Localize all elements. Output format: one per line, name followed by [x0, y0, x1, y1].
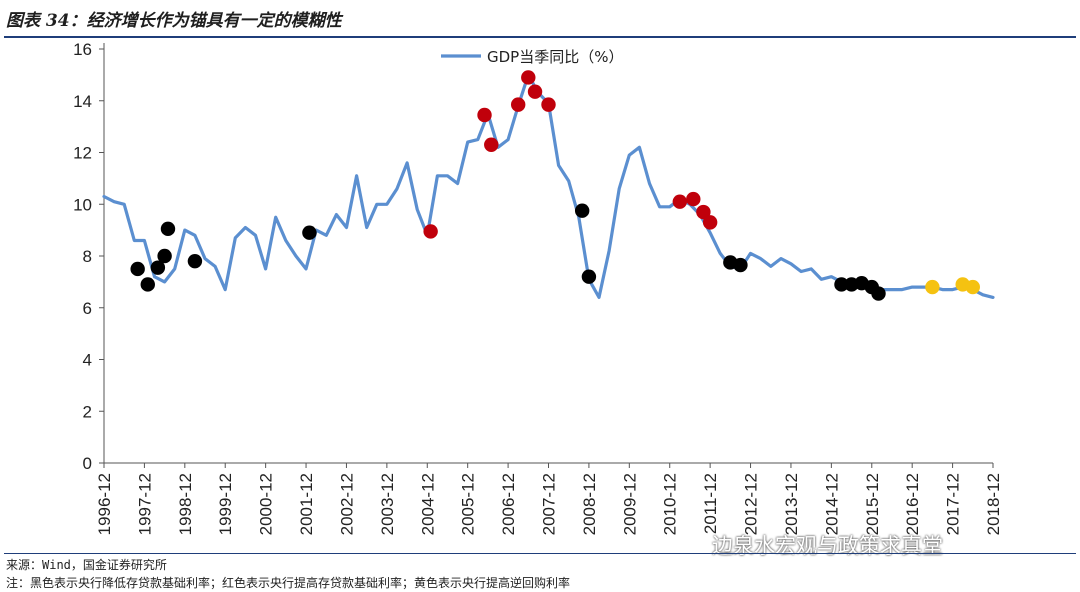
x-tick-label: 2005-12 [459, 473, 478, 535]
figure-title: 图表 34：经济增长作为锚具有一定的模糊性 [6, 11, 342, 31]
policy-marker-black [187, 253, 203, 269]
policy-marker-red [696, 204, 711, 220]
policy-marker-red [477, 107, 492, 123]
policy-marker-black [157, 248, 172, 264]
x-tick-label: 2012-12 [742, 473, 761, 535]
title-rule [4, 36, 1076, 38]
y-tick-label: 8 [83, 247, 92, 266]
y-tick-label: 10 [73, 195, 92, 214]
x-tick-label: 2007-12 [540, 473, 559, 535]
y-tick-labels: 0 2 4 6 8 10 12 14 16 [73, 40, 92, 473]
y-tick-label: 0 [83, 454, 92, 473]
x-tick-labels: 1996-12 1997-12 1998-12 1999-12 2000-12 2001-… [95, 473, 1003, 535]
policy-marker-black [130, 261, 145, 277]
x-tick-label: 2001-12 [297, 473, 316, 535]
y-tick-label: 2 [83, 402, 92, 421]
x-tick-label: 2009-12 [620, 473, 639, 535]
policy-marker-red [527, 84, 543, 99]
legend-label: GDP当季同比（%） [487, 48, 623, 66]
x-tick-label: 2013-12 [782, 473, 801, 535]
policy-marker-black [140, 277, 155, 292]
x-tick-label: 1998-12 [176, 473, 195, 535]
y-tick-label: 14 [73, 92, 92, 111]
policy-marker-red [521, 70, 536, 85]
x-tick-label: 1996-12 [95, 473, 114, 535]
x-tick-label: 2018-12 [984, 473, 1003, 535]
policy-marker-red [702, 215, 718, 230]
x-tick-label: 1999-12 [216, 473, 235, 535]
x-tick-label: 2011-12 [701, 473, 720, 534]
policy-marker-yellow [965, 279, 980, 295]
x-tick-label: 2002-12 [337, 473, 356, 535]
policy-marker-black [871, 286, 886, 301]
policy-marker-black [733, 257, 748, 273]
policy-marker-black [581, 269, 597, 284]
policy-marker-black [574, 203, 590, 218]
x-tick-label: 2010-12 [661, 473, 680, 535]
watermark-text: 边泉水宏观与政策求真堂 [712, 534, 943, 558]
policy-marker-black [160, 221, 176, 237]
x-tick-label: 2000-12 [257, 473, 276, 535]
x-tick-label: 2014-12 [822, 473, 841, 535]
footer-rule [4, 553, 1076, 554]
x-tick-label: 2017-12 [944, 473, 963, 535]
policy-marker-red [423, 224, 438, 239]
policy-marker-red [686, 191, 701, 207]
policy-marker-black [302, 225, 317, 240]
policy-marker-red [541, 97, 556, 112]
x-tick-label: 1997-12 [135, 473, 154, 535]
chart-legend: GDP当季同比（%） [441, 48, 623, 66]
chart-axes [99, 43, 994, 468]
note-text: 注：黑色表示央行降低存贷款基础利率；红色表示央行提高存贷款基础利率；黄色表示央行… [6, 576, 571, 590]
x-tick-label: 2015-12 [863, 473, 882, 535]
policy-marker-red [484, 137, 499, 152]
policy-marker-red [672, 194, 688, 209]
y-tick-label: 4 [83, 351, 92, 370]
x-tick-label: 2008-12 [580, 473, 599, 535]
source-text: 来源：Wind，国金证券研究所 [6, 558, 167, 572]
x-tick-label: 2004-12 [418, 473, 437, 535]
x-tick-label: 2016-12 [903, 473, 922, 535]
policy-marker-yellow [925, 279, 940, 295]
policy-marker-red [510, 97, 526, 112]
y-tick-label: 16 [73, 40, 92, 59]
policy-marker-black [150, 260, 166, 275]
marker-layer [130, 70, 980, 301]
x-tick-label: 2003-12 [378, 473, 397, 535]
y-tick-label: 12 [73, 144, 92, 163]
policy-marker-black [834, 277, 849, 292]
y-tick-label: 6 [83, 299, 92, 318]
gdp-line-chart: 0 2 4 6 8 10 12 14 16 1996-12 1997-12 1998-12 1999-… [73, 40, 1003, 535]
x-tick-label: 2006-12 [499, 473, 518, 535]
